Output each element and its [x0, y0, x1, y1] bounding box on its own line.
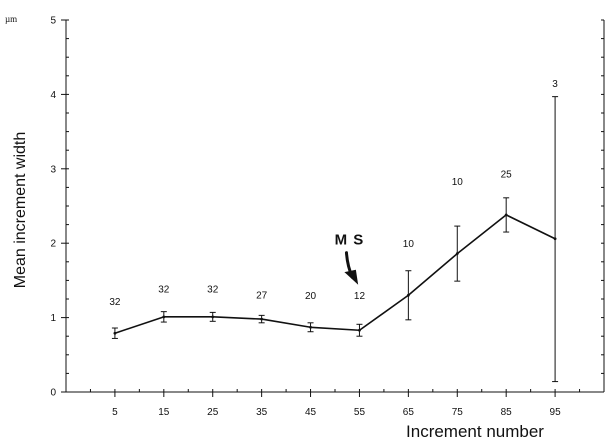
y-tick-label: 0 — [50, 388, 56, 399]
y-tick-label: 2 — [50, 239, 56, 250]
y-unit-label: µm — [5, 14, 17, 24]
x-tick-label: 15 — [158, 407, 170, 418]
data-point — [358, 328, 361, 332]
x-tick-label: 35 — [256, 407, 268, 418]
sample-size-label: 32 — [207, 284, 219, 295]
sample-size-label: 10 — [452, 177, 464, 188]
sample-size-label: 3 — [552, 79, 558, 90]
sample-size-label: 10 — [403, 239, 415, 250]
x-tick-label: 75 — [452, 407, 464, 418]
data-point — [553, 237, 557, 241]
sample-size-label: 32 — [158, 284, 170, 295]
data-point — [211, 315, 215, 319]
ms-annotation-label: M S — [335, 232, 365, 249]
sample-size-label: 12 — [354, 291, 366, 302]
x-tick-label: 25 — [207, 407, 219, 418]
annotations: M S — [335, 232, 365, 285]
data-point — [162, 315, 166, 319]
sample-size-label: 27 — [256, 290, 268, 301]
x-tick-label: 85 — [501, 407, 513, 418]
y-tick-label: 1 — [50, 313, 56, 324]
x-tick-label: 65 — [403, 407, 415, 418]
data-point — [455, 252, 459, 256]
sample-size-labels: 32 32 32 27 20 12 10 10 25 3 — [109, 79, 558, 308]
y-tick-label: 3 — [50, 164, 56, 175]
ms-arrow-head — [344, 269, 359, 285]
data-point — [113, 331, 117, 335]
x-tick-label: 55 — [354, 407, 366, 418]
x-tick-label: 45 — [305, 407, 317, 418]
sample-size-label: 20 — [305, 291, 317, 302]
data-point — [260, 317, 264, 321]
sample-size-label: 25 — [501, 170, 513, 181]
data-point — [406, 293, 410, 297]
plot-area — [65, 20, 605, 393]
x-tick-label: 5 — [112, 407, 118, 418]
sample-size-label: 32 — [109, 297, 121, 308]
y-tick-label: 4 — [50, 90, 56, 101]
y-axis-title: Mean increment width — [12, 132, 29, 289]
x-ticks: 5 15 25 35 45 55 65 75 85 95 — [89, 389, 581, 418]
data-point — [504, 213, 508, 217]
data-point — [309, 325, 312, 329]
x-axis-title: Increment number — [406, 422, 544, 441]
y-tick-label: 5 — [50, 16, 56, 27]
series-layer — [111, 96, 559, 383]
series-line — [114, 214, 556, 334]
x-tick-label: 95 — [550, 407, 562, 418]
